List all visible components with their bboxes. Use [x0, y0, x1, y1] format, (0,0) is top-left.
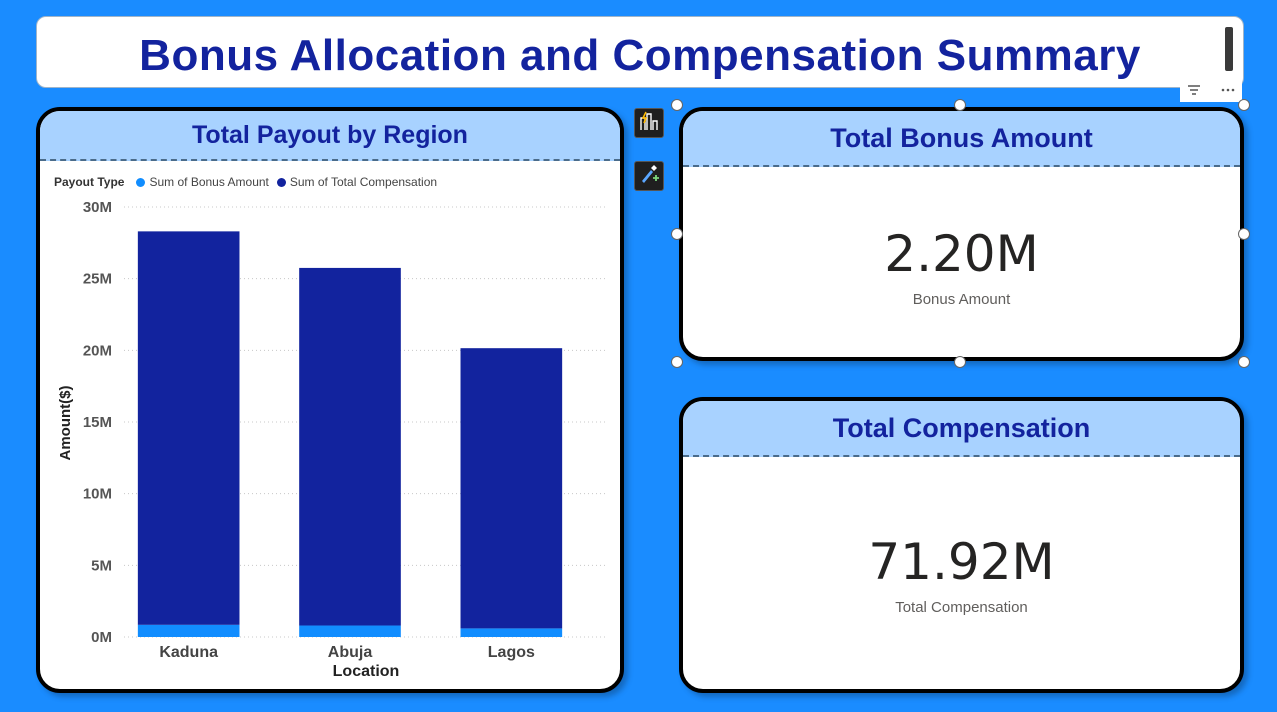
resize-handle-left[interactable]: [671, 228, 683, 240]
x-tick-label: Lagos: [488, 644, 535, 661]
x-tick-label: Abuja: [328, 644, 373, 661]
bar-lagos-bonus[interactable]: [460, 628, 563, 637]
paint-brush-icon: [638, 163, 660, 190]
bar-abuja-compensation[interactable]: [299, 267, 401, 626]
y-tick-label: 25M: [83, 271, 112, 288]
y-tick-label: 10M: [83, 486, 112, 503]
bar-kaduna-compensation[interactable]: [137, 231, 240, 625]
chart-card-title: Total Payout by Region: [40, 111, 620, 161]
x-tick-label: Kaduna: [159, 644, 218, 661]
compensation-kpi-value: 71.92M: [868, 533, 1055, 591]
bar-abuja-bonus[interactable]: [299, 625, 401, 637]
legend-swatch-bonus: [136, 177, 146, 187]
legend-item-compensation[interactable]: Sum of Total Compensation: [289, 175, 438, 189]
report-title-bar: Bonus Allocation and Compensation Summar…: [36, 16, 1244, 88]
bonus-kpi-value: 2.20M: [884, 225, 1039, 283]
bar-chart[interactable]: 0M 5M 10M 15M 20M 25M 30M Kaduna Abuja Lagos Amou…: [40, 111, 620, 689]
legend-title: Payout Type: [54, 175, 125, 189]
bar-lagos-compensation[interactable]: [460, 348, 563, 629]
resize-handle-bottom-left[interactable]: [671, 356, 683, 368]
resize-handle-bottom-right[interactable]: [1238, 356, 1250, 368]
format-painter-button[interactable]: [634, 161, 664, 191]
chart-format-icon: [638, 110, 660, 137]
y-axis-title: Amount($): [57, 386, 74, 461]
chart-card[interactable]: Total Payout by Region Payout Type Sum o…: [36, 107, 624, 693]
bonus-kpi-card[interactable]: Total Bonus Amount 2.20M Bonus Amount: [679, 107, 1244, 361]
compensation-kpi-card[interactable]: Total Compensation 71.92M Total Compensa…: [679, 397, 1244, 693]
resize-handle-top[interactable]: [954, 99, 966, 111]
legend-item-bonus[interactable]: Sum of Bonus Amount: [149, 175, 269, 189]
y-tick-label: 5M: [91, 557, 112, 574]
more-options-icon[interactable]: [1220, 83, 1236, 100]
chart-legend: Payout Type Sum of Bonus Amount Sum of T…: [54, 175, 437, 189]
resize-handle-right[interactable]: [1238, 228, 1250, 240]
report-title: Bonus Allocation and Compensation Summar…: [139, 31, 1141, 80]
bar-kaduna-bonus[interactable]: [137, 624, 240, 637]
y-tick-label: 30M: [83, 199, 112, 216]
scrollbar-thumb[interactable]: [1225, 27, 1233, 71]
visual-header: [1180, 80, 1242, 102]
compensation-kpi-title: Total Compensation: [683, 401, 1240, 457]
x-axis-title: Location: [333, 663, 400, 680]
resize-handle-top-right[interactable]: [1238, 99, 1250, 111]
filter-icon[interactable]: [1186, 83, 1202, 100]
y-tick-label: 20M: [83, 342, 112, 359]
y-tick-label: 15M: [83, 414, 112, 431]
bonus-kpi-title: Total Bonus Amount: [683, 111, 1240, 167]
legend-swatch-compensation: [276, 177, 286, 187]
resize-handle-bottom[interactable]: [954, 356, 966, 368]
resize-handle-top-left[interactable]: [671, 99, 683, 111]
bonus-kpi-label: Bonus Amount: [912, 291, 1011, 308]
chart-format-button[interactable]: [634, 108, 664, 138]
compensation-kpi-label: Total Compensation: [895, 599, 1028, 616]
y-tick-label: 0M: [91, 629, 112, 646]
